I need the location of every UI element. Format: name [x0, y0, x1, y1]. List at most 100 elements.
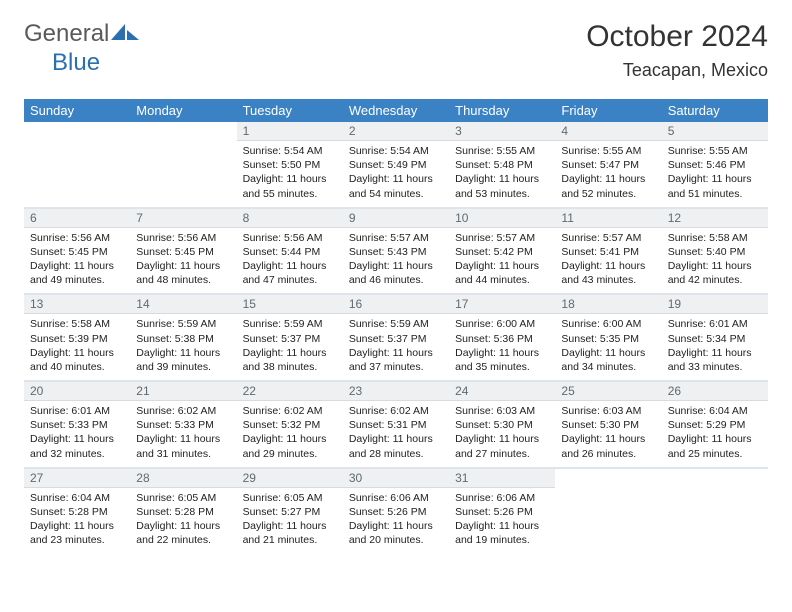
- day-cell: 20Sunrise: 6:01 AMSunset: 5:33 PMDayligh…: [24, 381, 130, 468]
- day-cell: 18Sunrise: 6:00 AMSunset: 5:35 PMDayligh…: [555, 294, 661, 381]
- day-details: Sunrise: 6:01 AMSunset: 5:34 PMDaylight:…: [662, 314, 768, 380]
- day-number: 26: [662, 382, 768, 401]
- day-details: Sunrise: 6:05 AMSunset: 5:27 PMDaylight:…: [237, 488, 343, 554]
- day-details: Sunrise: 5:57 AMSunset: 5:42 PMDaylight:…: [449, 228, 555, 294]
- day-number: 13: [24, 295, 130, 314]
- day-details: Sunrise: 5:59 AMSunset: 5:37 PMDaylight:…: [343, 314, 449, 380]
- day-number: 28: [130, 469, 236, 488]
- week-row: 1Sunrise: 5:54 AMSunset: 5:50 PMDaylight…: [24, 122, 768, 208]
- day-number: 9: [343, 209, 449, 228]
- day-details: Sunrise: 6:04 AMSunset: 5:29 PMDaylight:…: [662, 401, 768, 467]
- day-details: Sunrise: 5:54 AMSunset: 5:49 PMDaylight:…: [343, 141, 449, 207]
- day-cell: 31Sunrise: 6:06 AMSunset: 5:26 PMDayligh…: [449, 468, 555, 554]
- week-row: 27Sunrise: 6:04 AMSunset: 5:28 PMDayligh…: [24, 468, 768, 554]
- day-cell: 7Sunrise: 5:56 AMSunset: 5:45 PMDaylight…: [130, 208, 236, 295]
- day-number: 2: [343, 122, 449, 141]
- day-details: Sunrise: 6:03 AMSunset: 5:30 PMDaylight:…: [555, 401, 661, 467]
- calendar-table: SundayMondayTuesdayWednesdayThursdayFrid…: [24, 99, 768, 553]
- day-number: 17: [449, 295, 555, 314]
- day-cell: 28Sunrise: 6:05 AMSunset: 5:28 PMDayligh…: [130, 468, 236, 554]
- day-cell: 14Sunrise: 5:59 AMSunset: 5:38 PMDayligh…: [130, 294, 236, 381]
- weekday-sunday: Sunday: [24, 99, 130, 122]
- day-details: Sunrise: 6:06 AMSunset: 5:26 PMDaylight:…: [343, 488, 449, 554]
- day-number: 31: [449, 469, 555, 488]
- day-number: 21: [130, 382, 236, 401]
- day-cell: 25Sunrise: 6:03 AMSunset: 5:30 PMDayligh…: [555, 381, 661, 468]
- day-number: 16: [343, 295, 449, 314]
- location: Teacapan, Mexico: [586, 60, 768, 81]
- week-row: 6Sunrise: 5:56 AMSunset: 5:45 PMDaylight…: [24, 208, 768, 295]
- title-block: October 2024 Teacapan, Mexico: [586, 20, 768, 81]
- day-cell: 13Sunrise: 5:58 AMSunset: 5:39 PMDayligh…: [24, 294, 130, 381]
- day-details: Sunrise: 5:56 AMSunset: 5:45 PMDaylight:…: [130, 228, 236, 294]
- day-cell: 8Sunrise: 5:56 AMSunset: 5:44 PMDaylight…: [237, 208, 343, 295]
- week-row: 13Sunrise: 5:58 AMSunset: 5:39 PMDayligh…: [24, 294, 768, 381]
- calendar-page: GeneralBlue October 2024 Teacapan, Mexic…: [0, 0, 792, 573]
- day-cell: 9Sunrise: 5:57 AMSunset: 5:43 PMDaylight…: [343, 208, 449, 295]
- day-number: 30: [343, 469, 449, 488]
- day-details: Sunrise: 5:56 AMSunset: 5:44 PMDaylight:…: [237, 228, 343, 294]
- day-number: 19: [662, 295, 768, 314]
- day-details: Sunrise: 6:00 AMSunset: 5:36 PMDaylight:…: [449, 314, 555, 380]
- day-details: Sunrise: 5:54 AMSunset: 5:50 PMDaylight:…: [237, 141, 343, 207]
- day-number: 27: [24, 469, 130, 488]
- day-cell: 24Sunrise: 6:03 AMSunset: 5:30 PMDayligh…: [449, 381, 555, 468]
- day-number: 23: [343, 382, 449, 401]
- weekday-tuesday: Tuesday: [237, 99, 343, 122]
- day-details: Sunrise: 5:59 AMSunset: 5:37 PMDaylight:…: [237, 314, 343, 380]
- logo: GeneralBlue: [24, 20, 139, 77]
- day-cell: 16Sunrise: 5:59 AMSunset: 5:37 PMDayligh…: [343, 294, 449, 381]
- day-cell: [662, 468, 768, 554]
- day-number: 11: [555, 209, 661, 228]
- day-details: Sunrise: 6:04 AMSunset: 5:28 PMDaylight:…: [24, 488, 130, 554]
- day-cell: 27Sunrise: 6:04 AMSunset: 5:28 PMDayligh…: [24, 468, 130, 554]
- day-cell: 23Sunrise: 6:02 AMSunset: 5:31 PMDayligh…: [343, 381, 449, 468]
- day-number: 15: [237, 295, 343, 314]
- day-number: 29: [237, 469, 343, 488]
- day-number: 8: [237, 209, 343, 228]
- day-cell: 12Sunrise: 5:58 AMSunset: 5:40 PMDayligh…: [662, 208, 768, 295]
- day-cell: 1Sunrise: 5:54 AMSunset: 5:50 PMDaylight…: [237, 122, 343, 208]
- day-number: 12: [662, 209, 768, 228]
- day-details: Sunrise: 6:05 AMSunset: 5:28 PMDaylight:…: [130, 488, 236, 554]
- day-details: Sunrise: 5:58 AMSunset: 5:40 PMDaylight:…: [662, 228, 768, 294]
- day-number: 4: [555, 122, 661, 141]
- day-cell: 21Sunrise: 6:02 AMSunset: 5:33 PMDayligh…: [130, 381, 236, 468]
- day-cell: 3Sunrise: 5:55 AMSunset: 5:48 PMDaylight…: [449, 122, 555, 208]
- day-cell: 11Sunrise: 5:57 AMSunset: 5:41 PMDayligh…: [555, 208, 661, 295]
- day-cell: 10Sunrise: 5:57 AMSunset: 5:42 PMDayligh…: [449, 208, 555, 295]
- day-cell: 5Sunrise: 5:55 AMSunset: 5:46 PMDaylight…: [662, 122, 768, 208]
- day-details: Sunrise: 5:55 AMSunset: 5:46 PMDaylight:…: [662, 141, 768, 207]
- header: GeneralBlue October 2024 Teacapan, Mexic…: [24, 20, 768, 81]
- day-cell: 22Sunrise: 6:02 AMSunset: 5:32 PMDayligh…: [237, 381, 343, 468]
- day-cell: 26Sunrise: 6:04 AMSunset: 5:29 PMDayligh…: [662, 381, 768, 468]
- day-number: 20: [24, 382, 130, 401]
- day-details: Sunrise: 6:02 AMSunset: 5:31 PMDaylight:…: [343, 401, 449, 467]
- day-number: 22: [237, 382, 343, 401]
- day-number: 14: [130, 295, 236, 314]
- month-title: October 2024: [586, 20, 768, 54]
- day-cell: 29Sunrise: 6:05 AMSunset: 5:27 PMDayligh…: [237, 468, 343, 554]
- day-cell: [130, 122, 236, 208]
- day-number: 1: [237, 122, 343, 141]
- day-number: 3: [449, 122, 555, 141]
- weekday-header-row: SundayMondayTuesdayWednesdayThursdayFrid…: [24, 99, 768, 122]
- weekday-saturday: Saturday: [662, 99, 768, 122]
- day-details: Sunrise: 6:02 AMSunset: 5:32 PMDaylight:…: [237, 401, 343, 467]
- day-cell: [24, 122, 130, 208]
- day-cell: 30Sunrise: 6:06 AMSunset: 5:26 PMDayligh…: [343, 468, 449, 554]
- logo-sail-icon: [111, 21, 139, 49]
- weekday-wednesday: Wednesday: [343, 99, 449, 122]
- weekday-thursday: Thursday: [449, 99, 555, 122]
- day-details: Sunrise: 5:56 AMSunset: 5:45 PMDaylight:…: [24, 228, 130, 294]
- day-details: Sunrise: 6:00 AMSunset: 5:35 PMDaylight:…: [555, 314, 661, 380]
- day-details: Sunrise: 5:57 AMSunset: 5:43 PMDaylight:…: [343, 228, 449, 294]
- day-details: Sunrise: 6:03 AMSunset: 5:30 PMDaylight:…: [449, 401, 555, 467]
- day-details: Sunrise: 6:02 AMSunset: 5:33 PMDaylight:…: [130, 401, 236, 467]
- day-number: 5: [662, 122, 768, 141]
- day-details: Sunrise: 5:59 AMSunset: 5:38 PMDaylight:…: [130, 314, 236, 380]
- day-cell: 19Sunrise: 6:01 AMSunset: 5:34 PMDayligh…: [662, 294, 768, 381]
- day-cell: 17Sunrise: 6:00 AMSunset: 5:36 PMDayligh…: [449, 294, 555, 381]
- day-cell: 15Sunrise: 5:59 AMSunset: 5:37 PMDayligh…: [237, 294, 343, 381]
- day-details: Sunrise: 6:06 AMSunset: 5:26 PMDaylight:…: [449, 488, 555, 554]
